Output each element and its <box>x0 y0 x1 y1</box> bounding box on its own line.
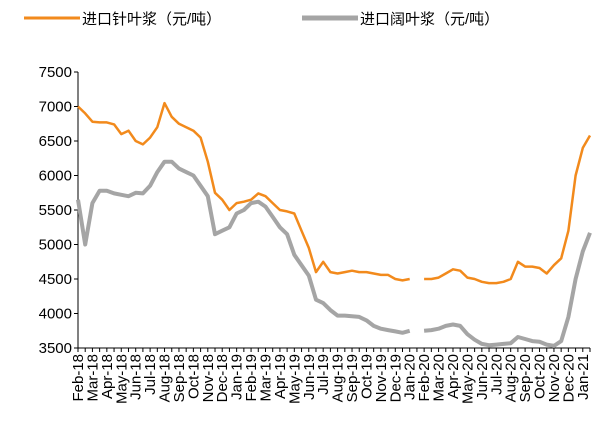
x-tick-label: Jun-20 <box>474 354 491 400</box>
y-tick-label: 4500 <box>39 271 72 288</box>
x-tick-label: Mar-19 <box>257 354 274 402</box>
x-tick-label: Oct-19 <box>358 354 375 399</box>
x-tick-label: Oct-20 <box>532 354 549 399</box>
x-tick-label: Mar-18 <box>84 354 101 402</box>
y-tick-label: 3500 <box>39 340 72 357</box>
series-line <box>77 101 592 285</box>
x-tick-label: May-19 <box>286 354 303 404</box>
y-tick-label: 6000 <box>39 168 72 185</box>
x-tick-label: Dec-20 <box>560 354 577 402</box>
x-tick-label: Nov-19 <box>373 354 390 402</box>
x-tick-label: Jan-19 <box>229 354 246 400</box>
series-line <box>76 159 592 348</box>
x-tick-label: Jul-19 <box>315 354 332 395</box>
y-tick-label: 4000 <box>39 306 72 323</box>
legend-label: 进口阔叶浆（元/吨） <box>360 10 499 28</box>
y-tick-label: 7000 <box>39 99 72 116</box>
x-tick-label: Mar-20 <box>431 354 448 402</box>
x-tick-label: Nov-18 <box>200 354 217 402</box>
x-tick-label: Dec-18 <box>214 354 231 402</box>
y-tick-label: 5500 <box>39 202 72 219</box>
legend-label: 进口针叶浆（元/吨） <box>82 10 221 28</box>
x-tick-label: Apr-19 <box>272 354 289 399</box>
x-tick-label: Aug-18 <box>157 354 174 402</box>
x-tick-label: Feb-20 <box>416 354 433 402</box>
x-tick-label: Sep-19 <box>344 354 361 402</box>
x-tick-label: Nov-20 <box>546 354 563 402</box>
x-tick-label: Jul-18 <box>142 354 159 395</box>
y-tick-label: 6500 <box>39 133 72 150</box>
x-tick-label: Jul-20 <box>488 354 505 395</box>
x-tick-label: Dec-19 <box>387 354 404 402</box>
x-tick-label: Aug-20 <box>503 354 520 402</box>
x-tick-label: Jun-18 <box>128 354 145 400</box>
x-tick-label: Jan-21 <box>575 354 592 400</box>
x-tick-label: Jan-20 <box>402 354 419 400</box>
x-tick-label: May-18 <box>113 354 130 404</box>
x-tick-label: May-20 <box>459 354 476 404</box>
x-tick-label: Jun-19 <box>301 354 318 400</box>
x-tick-label: Aug-19 <box>330 354 347 402</box>
x-tick-label: Feb-18 <box>70 354 87 402</box>
x-tick-label: Oct-18 <box>185 354 202 399</box>
y-tick-label: 7500 <box>39 64 72 81</box>
x-tick-label: Sep-18 <box>171 354 188 402</box>
x-tick-label: Apr-18 <box>99 354 116 399</box>
y-tick-label: 5000 <box>39 237 72 254</box>
x-tick-label: Apr-20 <box>445 354 462 399</box>
x-tick-label: Sep-20 <box>517 354 534 402</box>
x-tick-label: Feb-19 <box>243 354 260 402</box>
